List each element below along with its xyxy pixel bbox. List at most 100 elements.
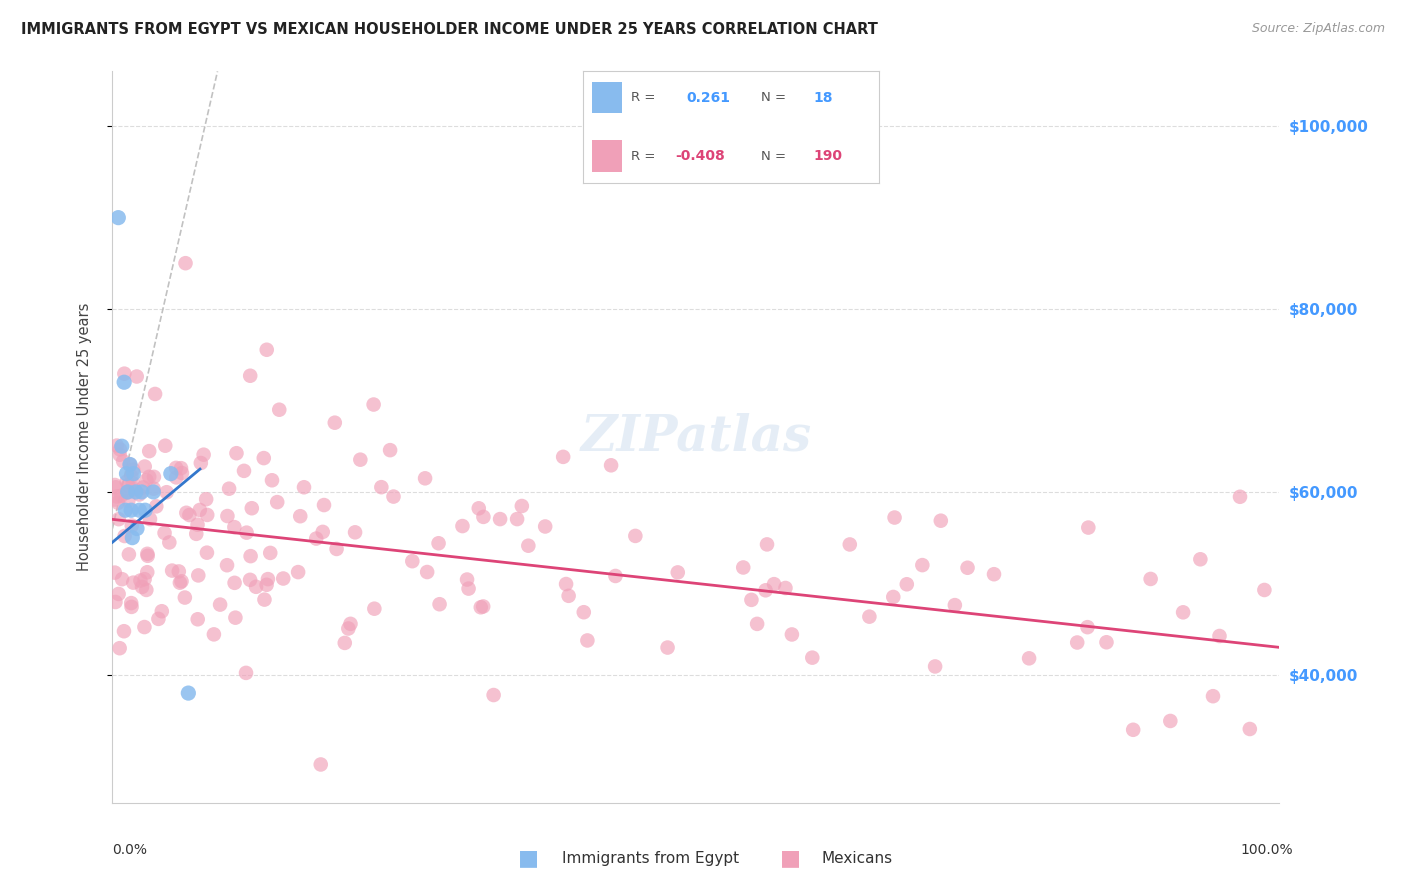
Point <box>775 581 797 595</box>
Point <box>911 558 934 573</box>
Text: N =: N = <box>761 91 786 104</box>
Point <box>339 616 361 631</box>
Point <box>838 537 860 551</box>
Point <box>858 609 880 624</box>
Point <box>239 368 262 383</box>
Point <box>202 627 225 641</box>
Point <box>605 569 627 583</box>
Point <box>117 484 139 499</box>
Point <box>256 578 278 592</box>
Point <box>170 574 193 589</box>
Point <box>174 256 197 270</box>
Point <box>429 597 451 611</box>
Point <box>756 537 779 551</box>
Point <box>134 503 156 517</box>
Text: 190: 190 <box>814 149 842 163</box>
Point <box>104 595 127 609</box>
Point <box>260 473 283 487</box>
Point <box>118 458 141 472</box>
Point <box>150 604 173 618</box>
Point <box>111 439 134 453</box>
Point <box>1229 490 1251 504</box>
Point <box>120 596 142 610</box>
Point <box>1171 605 1194 619</box>
Point <box>107 512 129 526</box>
Y-axis label: Householder Income Under 25 years: Householder Income Under 25 years <box>77 303 91 571</box>
Point <box>173 591 195 605</box>
Point <box>245 580 267 594</box>
Point <box>256 343 278 357</box>
Text: R =: R = <box>631 150 655 162</box>
Point <box>666 566 689 580</box>
Point <box>125 484 148 499</box>
Point <box>312 498 335 512</box>
Point <box>323 416 346 430</box>
Point <box>138 470 160 484</box>
Point <box>382 490 405 504</box>
Point <box>472 599 495 614</box>
Point <box>224 520 246 534</box>
Point <box>122 575 145 590</box>
Point <box>309 757 332 772</box>
Point <box>170 466 193 480</box>
Point <box>142 482 165 496</box>
Point <box>112 624 135 639</box>
Point <box>107 587 129 601</box>
Point <box>266 495 288 509</box>
Point <box>108 641 131 656</box>
Point <box>145 500 167 514</box>
Point <box>1239 722 1261 736</box>
Point <box>128 503 150 517</box>
Point <box>292 480 315 494</box>
Point <box>235 665 257 680</box>
Point <box>363 398 385 412</box>
Point <box>224 610 246 624</box>
Point <box>177 686 200 700</box>
Point <box>943 598 966 612</box>
Point <box>506 512 529 526</box>
Point <box>333 636 356 650</box>
Point <box>349 452 371 467</box>
Point <box>142 470 165 484</box>
Point <box>747 616 769 631</box>
Point <box>510 499 533 513</box>
Text: Mexicans: Mexicans <box>821 851 893 865</box>
Point <box>557 589 579 603</box>
Point <box>124 483 146 497</box>
Text: Source: ZipAtlas.com: Source: ZipAtlas.com <box>1251 22 1385 36</box>
Point <box>120 503 142 517</box>
Point <box>122 467 145 481</box>
Text: ZIPatlas: ZIPatlas <box>581 413 811 461</box>
Point <box>468 501 491 516</box>
Point <box>195 492 218 507</box>
Point <box>1066 635 1088 649</box>
Point <box>235 525 257 540</box>
Point <box>105 490 128 504</box>
Point <box>138 444 160 458</box>
Point <box>111 572 134 586</box>
Point <box>170 461 193 475</box>
Text: 18: 18 <box>814 91 834 104</box>
Text: ■: ■ <box>780 848 800 868</box>
Point <box>115 485 138 500</box>
Point <box>110 489 132 503</box>
Point <box>112 375 135 389</box>
Text: IMMIGRANTS FROM EGYPT VS MEXICAN HOUSEHOLDER INCOME UNDER 25 YEARS CORRELATION C: IMMIGRANTS FROM EGYPT VS MEXICAN HOUSEHO… <box>21 22 877 37</box>
Point <box>287 565 309 579</box>
Point <box>983 567 1005 582</box>
Point <box>195 508 218 522</box>
Point <box>325 541 347 556</box>
Point <box>600 458 623 473</box>
Point <box>132 480 155 494</box>
Point <box>233 464 256 478</box>
Point <box>108 442 131 457</box>
Point <box>259 546 281 560</box>
Point <box>215 558 238 573</box>
Point <box>193 448 215 462</box>
Point <box>413 471 436 485</box>
Point <box>104 478 127 492</box>
Point <box>1077 520 1099 534</box>
Point <box>1018 651 1040 665</box>
Point <box>121 599 143 614</box>
Point <box>217 509 239 524</box>
